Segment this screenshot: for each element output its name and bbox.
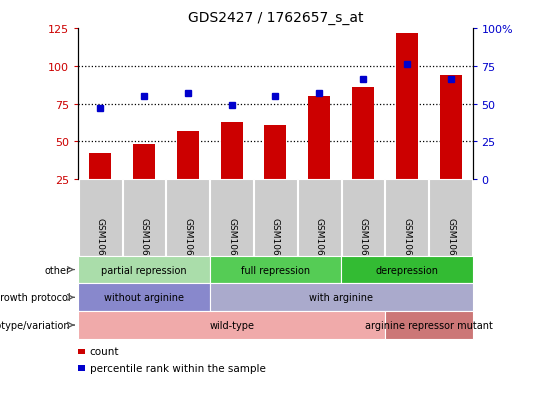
Text: GSM106755: GSM106755	[271, 218, 280, 273]
Bar	[210, 284, 472, 311]
Bar	[298, 180, 341, 256]
Bar	[342, 180, 384, 256]
Title: GDS2427 / 1762657_s_at: GDS2427 / 1762657_s_at	[188, 11, 363, 25]
Text: wild-type: wild-type	[209, 320, 254, 330]
Bar	[177, 131, 199, 180]
Text: other: other	[44, 265, 70, 275]
Bar	[352, 88, 374, 180]
Text: percentile rank within the sample: percentile rank within the sample	[90, 363, 266, 373]
Text: GSM106504: GSM106504	[96, 218, 105, 273]
Bar	[386, 180, 428, 256]
Bar	[78, 284, 210, 311]
Bar	[440, 76, 462, 180]
Text: GSM106752: GSM106752	[183, 218, 192, 273]
Text: GSM106759: GSM106759	[446, 218, 455, 273]
Text: genotype/variation: genotype/variation	[0, 320, 70, 330]
Text: without arginine: without arginine	[104, 292, 184, 303]
Text: full repression: full repression	[241, 265, 310, 275]
Bar	[341, 256, 472, 284]
Bar	[133, 145, 155, 180]
Text: with arginine: with arginine	[309, 292, 373, 303]
Bar	[210, 256, 341, 284]
Bar	[78, 311, 385, 339]
Bar	[385, 311, 472, 339]
Bar	[78, 366, 85, 371]
Bar	[123, 180, 165, 256]
Bar	[396, 33, 418, 180]
Bar	[166, 180, 209, 256]
Bar	[89, 154, 111, 180]
Bar	[79, 180, 122, 256]
Bar	[78, 349, 85, 354]
Text: GSM106758: GSM106758	[402, 218, 411, 273]
Text: derepression: derepression	[375, 265, 438, 275]
Text: GSM106756: GSM106756	[315, 218, 323, 273]
Text: GSM106757: GSM106757	[359, 218, 368, 273]
Text: GSM106753: GSM106753	[227, 218, 236, 273]
Text: growth protocol: growth protocol	[0, 292, 70, 303]
Bar	[254, 180, 297, 256]
Bar	[265, 126, 286, 180]
Bar	[221, 122, 242, 180]
Bar	[429, 180, 472, 256]
Text: count: count	[90, 347, 119, 356]
Bar	[308, 97, 330, 180]
Text: GSM106751: GSM106751	[139, 218, 148, 273]
Text: partial repression: partial repression	[101, 265, 187, 275]
Bar	[210, 180, 253, 256]
Text: arginine repressor mutant: arginine repressor mutant	[364, 320, 492, 330]
Bar	[78, 256, 210, 284]
